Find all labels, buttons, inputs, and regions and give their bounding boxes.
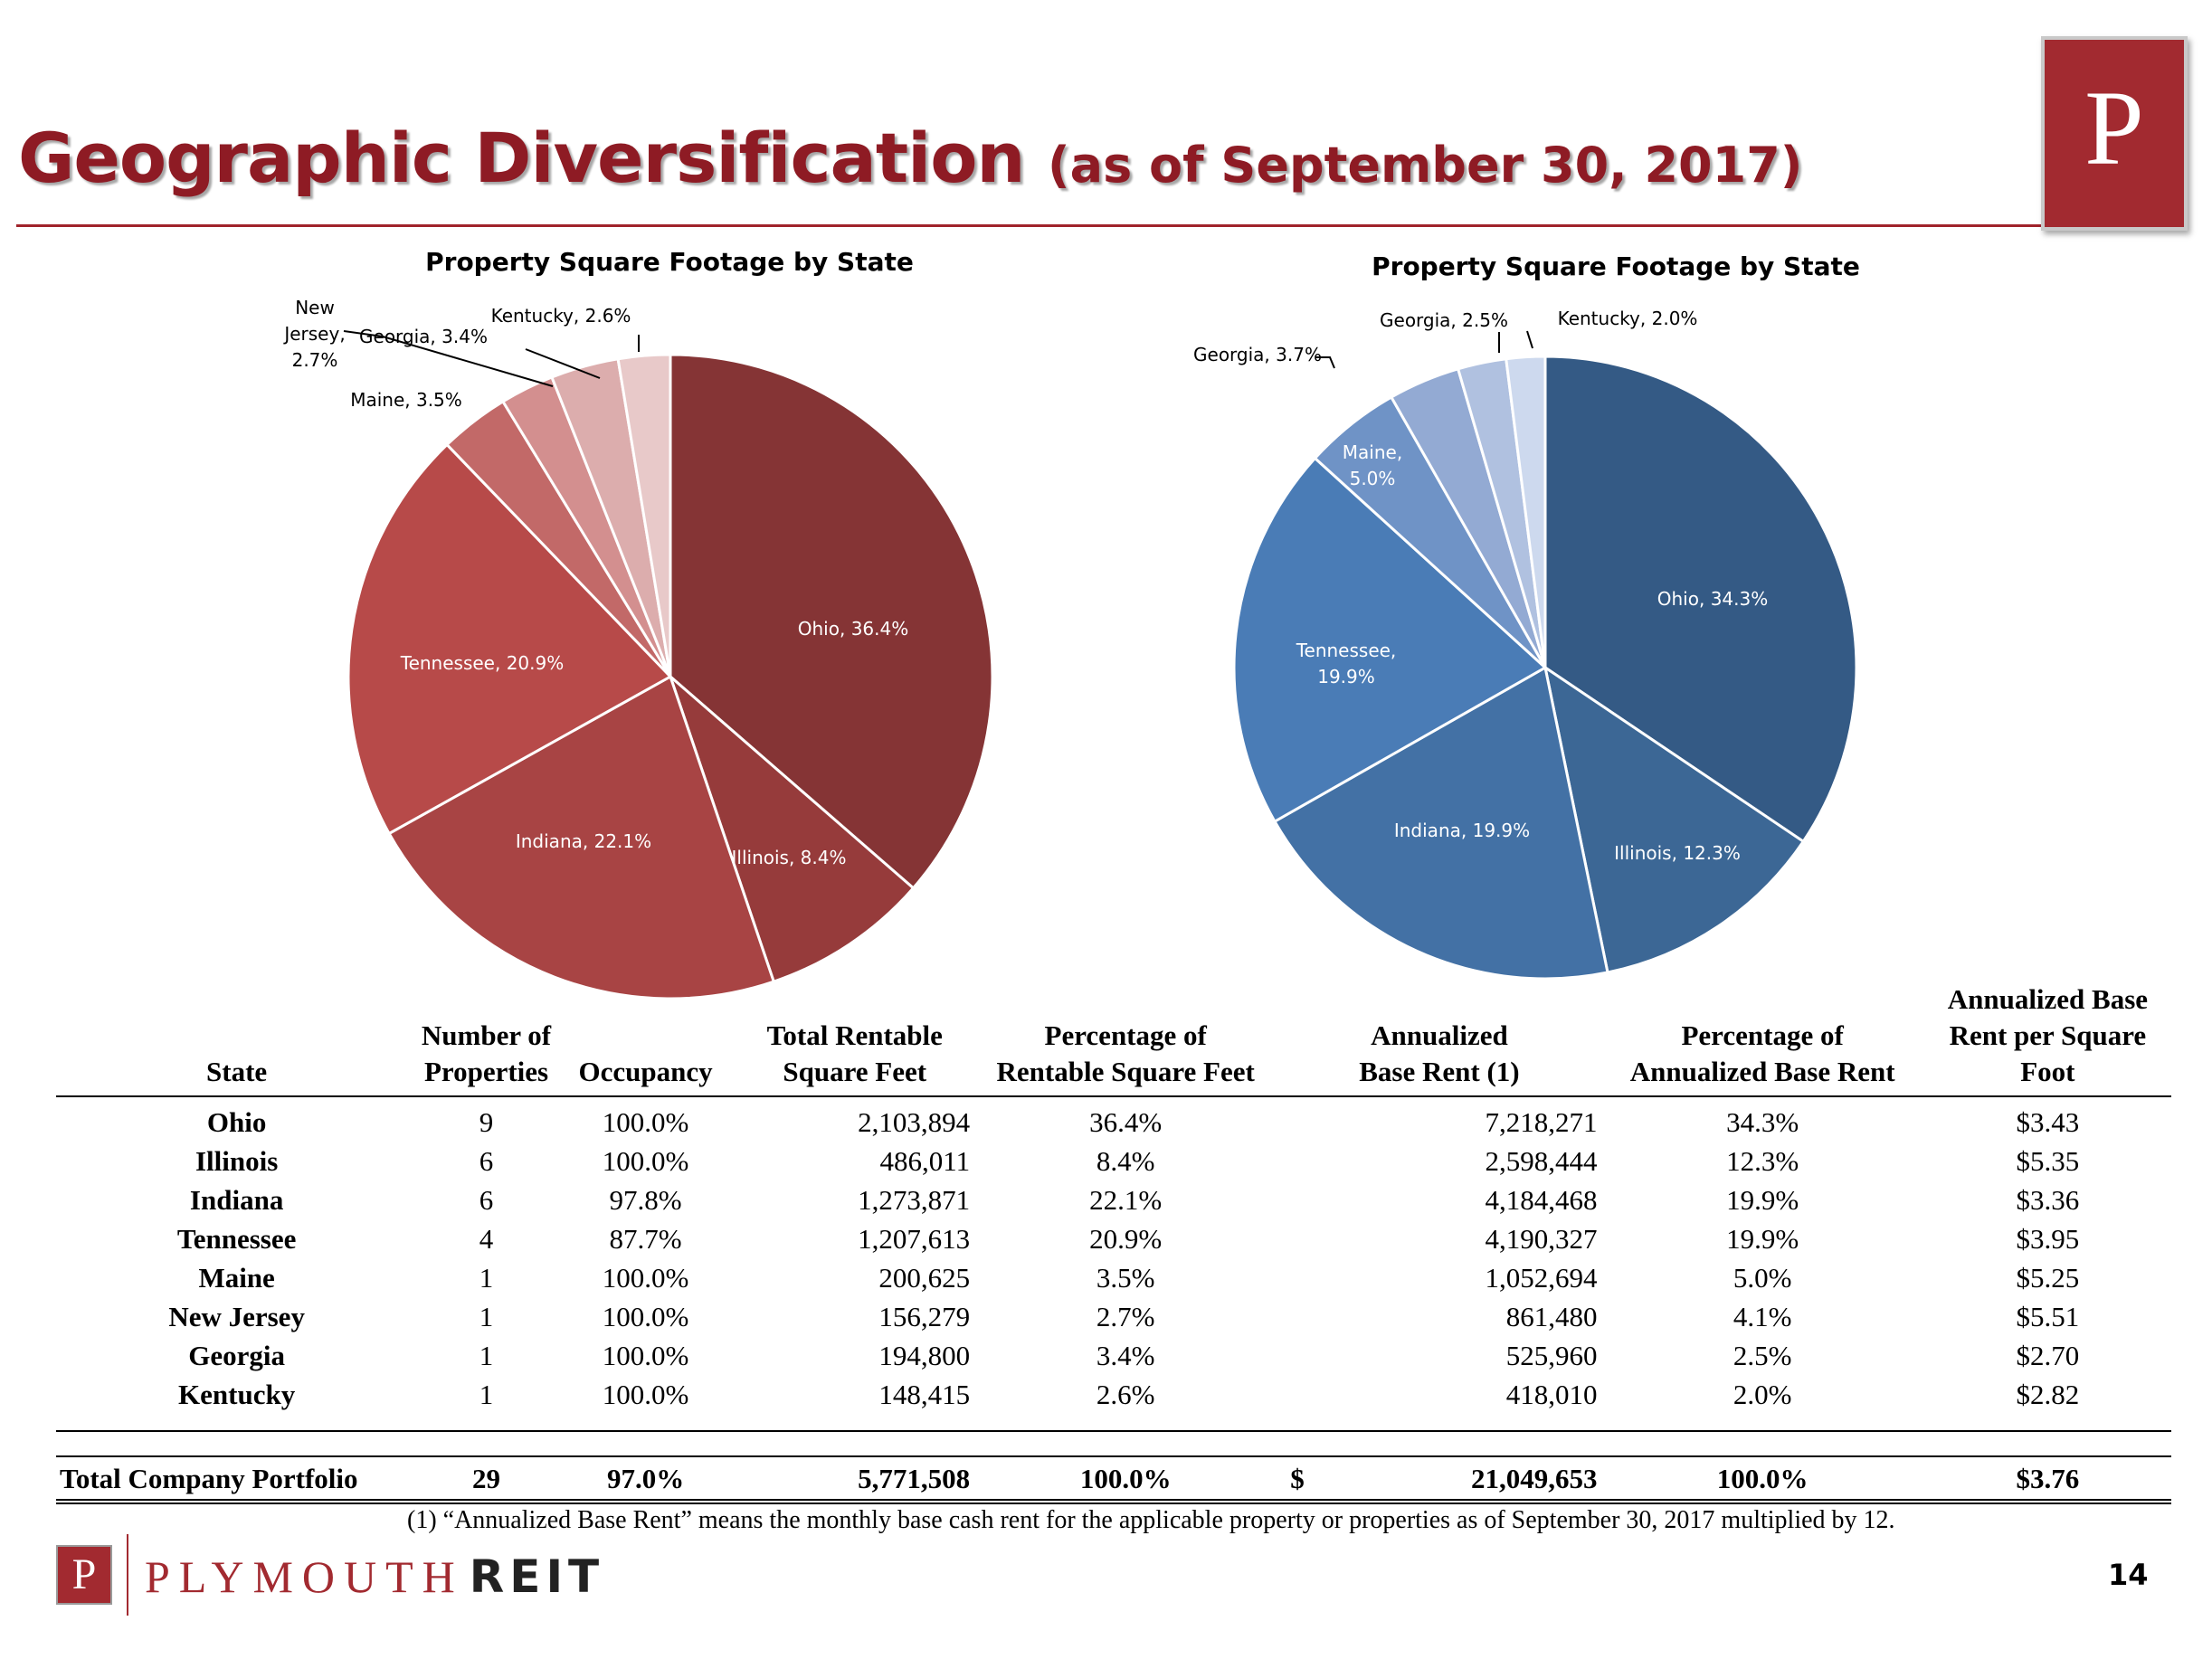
slide-title: Geographic Diversification (as of Septem…	[18, 118, 1802, 198]
table-row: Kentucky 1 100.0% 148,415 2.6% 418,010 2.0% $2.…	[178, 1379, 2080, 1410]
pie-data-label: Maine, 5.0%	[1343, 441, 1402, 489]
footer-logo: P PLYMOUTH REIT	[56, 1534, 707, 1616]
footnote: (1) “Annualized Base Rent” means the mon…	[407, 1506, 1895, 1534]
pie-leader-line	[1315, 356, 1335, 369]
col-header-rent-per-sqft: Annualized Base Rent per Square Foot	[1923, 981, 2171, 1097]
col-header-square-feet: Total Rentable Square Feet	[736, 981, 974, 1097]
table-row: Maine 1 100.0% 200,625 3.5% 1,052,694 5.0% $5.2…	[198, 1262, 2080, 1294]
footer-logo-divider	[127, 1534, 128, 1616]
col-header-state: State	[56, 981, 418, 1097]
table-divider	[56, 1414, 2171, 1432]
col-header-properties: Number of Properties	[417, 981, 555, 1097]
pie-labels: Ohio, 34.3% Illinois, 12.3% Indiana, 19.9%…	[1193, 308, 1768, 864]
pie-data-label: Georgia, 2.5%	[1380, 309, 1508, 331]
title-rule	[16, 224, 2043, 227]
pie-chart-base-rent: Property Square Footage by State Ohio, 3…	[1193, 251, 1860, 981]
pie-data-label: Kentucky, 2.0%	[1558, 308, 1698, 329]
logo-letter: P	[2084, 69, 2144, 187]
col-header-occupancy: Occupancy	[555, 981, 736, 1097]
pie-data-label: Illinois, 12.3%	[1614, 842, 1741, 864]
pie-data-label: Tennessee, 20.9%	[400, 652, 564, 674]
pie-slices	[347, 353, 994, 1000]
table-row: New Jersey 1 100.0% 156,279 2.7% 861,480 4.1% $…	[168, 1301, 2080, 1332]
title-date: (as of September 30, 2017)	[1047, 137, 1803, 194]
pie-leader-line	[343, 330, 554, 387]
brand-logo: P	[2041, 36, 2188, 231]
pie-slice-tennessee	[347, 442, 673, 836]
pie-data-label: Indiana, 22.1%	[516, 830, 651, 852]
pie-leader-line	[525, 348, 601, 379]
pie-labels: Ohio, 36.4% Illinois, 8.4% Indiana, 22.1% T…	[282, 297, 908, 868]
chart-title: Property Square Footage by State	[1372, 251, 1860, 281]
table-row: Ohio 9 100.0% 2,103,894 36.4% 7,218,271 34.3% $…	[206, 1106, 2080, 1138]
pie-data-label: Georgia, 3.4%	[359, 326, 488, 347]
chart-title: Property Square Footage by State	[425, 247, 914, 277]
table-total-row: Total Company Portfolio 29 97.0% 5,771,5…	[56, 1455, 2171, 1504]
table-row: Tennessee 4 87.7% 1,207,613 20.9% 4,190,327 19…	[176, 1223, 2080, 1255]
pie-slices	[1232, 355, 1858, 981]
pie-slice-indiana	[1272, 665, 1609, 981]
footer-brand-name: PLYMOUTH REIT	[145, 1550, 605, 1603]
pie-slice-illinois	[1543, 664, 1806, 974]
table-row: Georgia 1 100.0% 194,800 3.4% 525,960 2.5% $2.7…	[188, 1340, 2080, 1371]
pie-data-label: Tennessee, 19.9%	[1296, 640, 1397, 687]
table-header-row: State Number of Properties Occupancy Tota…	[56, 981, 2171, 1097]
title-main: Geographic Diversification	[18, 118, 1026, 198]
pie-data-label: Illinois, 8.4%	[732, 847, 847, 868]
col-header-pct-square-feet: Percentage of Rentable Square Feet	[973, 981, 1278, 1097]
col-header-base-rent: Annualized Base Rent (1)	[1277, 981, 1601, 1097]
pie-data-label: Ohio, 34.3%	[1657, 588, 1768, 610]
pie-data-label: Georgia, 3.7%	[1193, 344, 1322, 365]
table-gap	[56, 1431, 2171, 1456]
pie-slice-ohio	[669, 353, 994, 890]
pie-leader-line	[1526, 330, 1533, 349]
pie-slice-kentucky	[1505, 355, 1547, 668]
pie-data-label: Kentucky, 2.6%	[491, 305, 631, 327]
pie-chart-square-footage: Property Square Footage by State Ohio, 3…	[282, 247, 994, 1000]
pie-slice-illinois	[667, 672, 916, 984]
pie-data-label: Maine, 3.5%	[350, 389, 462, 411]
pie-data-label: New Jersey, 2.7%	[282, 297, 345, 371]
pie-slice-kentucky	[616, 353, 672, 678]
footer-logo-mark: P	[56, 1545, 112, 1605]
pie-slice-ohio	[1543, 355, 1858, 844]
col-header-pct-base-rent: Percentage of Annualized Base Rent	[1600, 981, 1924, 1097]
pie-data-label: Indiana, 19.9%	[1394, 820, 1530, 841]
state-summary-table: State Number of Properties Occupancy Tota…	[56, 981, 2171, 1504]
pie-data-label: Ohio, 36.4%	[798, 618, 908, 640]
currency-symbol: $	[1290, 1462, 1305, 1494]
table-row: Indiana 6 97.8% 1,273,871 22.1% 4,184,468 19.9…	[189, 1184, 2080, 1216]
page-number: 14	[2108, 1558, 2149, 1592]
table-row: Illinois 6 100.0% 486,011 8.4% 2,598,444 12.3%…	[195, 1145, 2080, 1177]
pie-slice-tennessee	[1232, 456, 1548, 824]
